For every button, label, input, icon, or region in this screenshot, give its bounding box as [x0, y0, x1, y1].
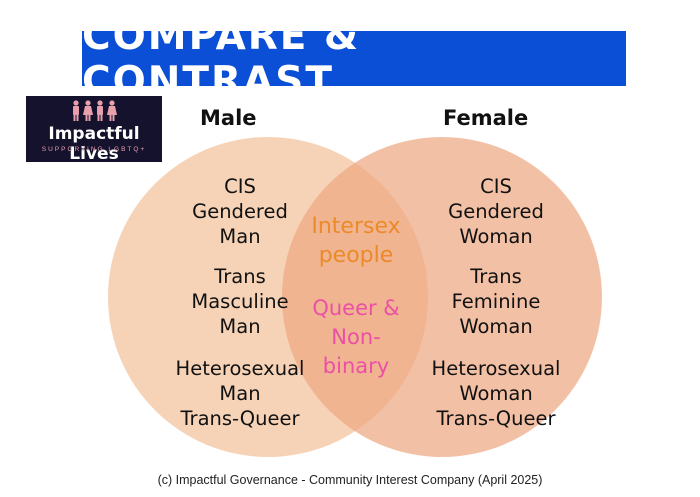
line: Intersex	[311, 214, 401, 239]
people-figures-icon	[70, 100, 118, 122]
line: Woman	[459, 225, 533, 248]
line: Heterosexual	[431, 357, 561, 380]
page-title: COMPARE & CONTRAST	[82, 13, 361, 104]
line: Gendered	[192, 200, 288, 223]
male-header: Male	[200, 106, 257, 130]
logo-subtitle: SUPPORTING LGBTQ+	[41, 146, 147, 153]
line: Man	[219, 382, 261, 405]
female-group-cis: CIS Gendered Woman	[416, 174, 576, 249]
line: Trans-Queer	[180, 407, 300, 430]
line: CIS	[480, 175, 512, 198]
line: Non-	[331, 325, 381, 349]
line: Man	[219, 225, 261, 248]
line: Queer &	[312, 296, 400, 320]
impactful-lives-logo: Impactful Lives SUPPORTING LGBTQ+	[26, 96, 162, 164]
female-group-trans: Trans Feminine Woman	[416, 264, 576, 339]
female-circle	[282, 137, 602, 457]
line: CIS	[224, 175, 256, 198]
line: Feminine	[451, 290, 541, 313]
line: Trans	[470, 265, 522, 288]
line: Woman	[459, 315, 533, 338]
male-group-trans: Trans Masculine Man	[160, 264, 320, 339]
line: people	[318, 243, 394, 268]
male-group-hetero: Heterosexual Man Trans-Queer	[160, 356, 320, 431]
title-banner: COMPARE & CONTRAST	[82, 14, 626, 104]
line: Man	[219, 315, 261, 338]
female-group-hetero: Heterosexual Woman Trans-Queer	[416, 356, 576, 431]
overlap-intersex: Intersex people	[296, 212, 416, 270]
male-group-cis: CIS Gendered Man	[160, 174, 320, 249]
line: Trans-Queer	[436, 407, 556, 430]
line: Woman	[459, 382, 533, 405]
overlap-queer-nonbinary: Queer & Non- binary	[296, 294, 416, 381]
line: Trans	[214, 265, 266, 288]
line: Heterosexual	[175, 357, 305, 380]
line: Gendered	[448, 200, 544, 223]
line: Masculine	[191, 290, 289, 313]
copyright-footer: (c) Impactful Governance - Community Int…	[157, 473, 543, 487]
female-header: Female	[443, 106, 529, 130]
line: binary	[322, 354, 390, 378]
logo-title: Impactful Lives	[48, 124, 140, 164]
